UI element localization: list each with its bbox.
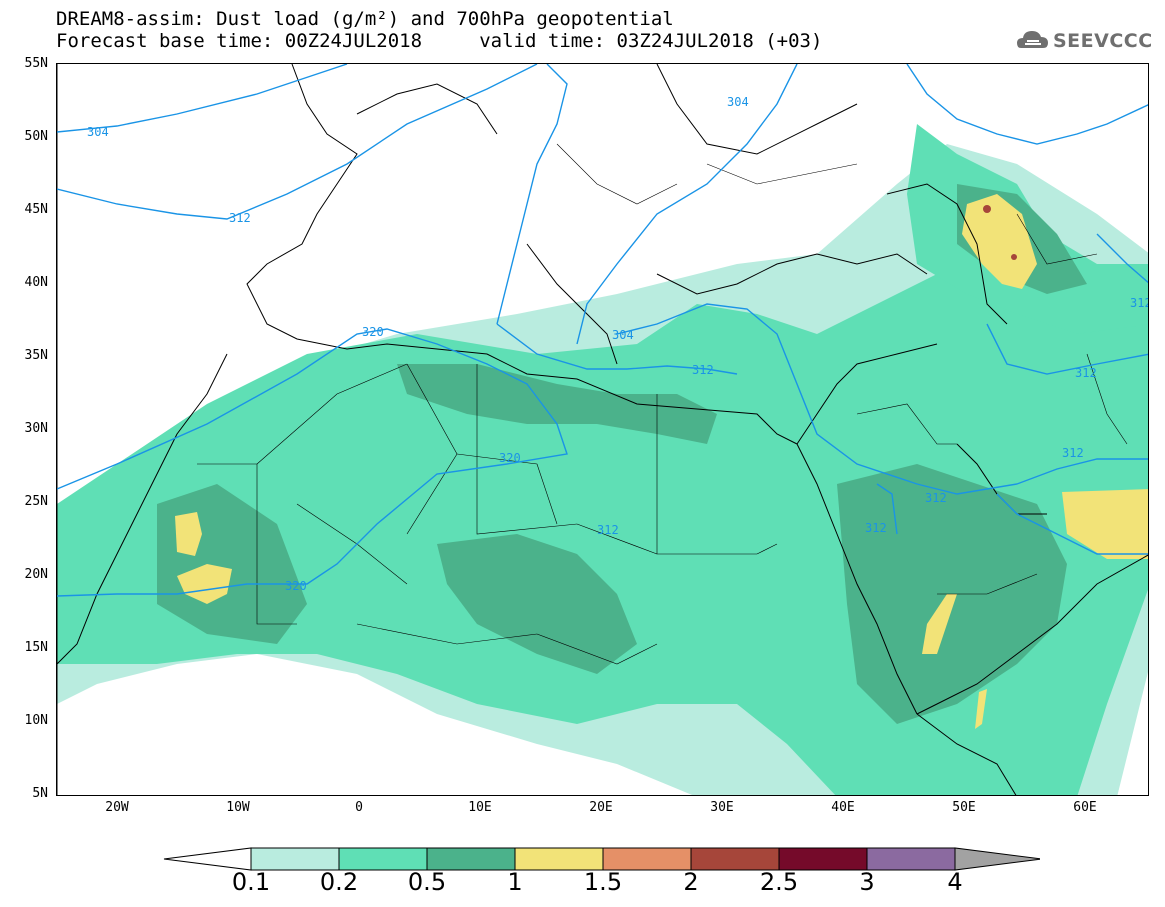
lon-label: 60E <box>1073 800 1097 815</box>
lon-label: 30E <box>710 800 734 815</box>
dust-band-high-6 <box>975 689 987 729</box>
colorbar-label: 0.5 <box>407 868 447 896</box>
contour-label: 312 <box>1130 296 1149 310</box>
colorbar-segment <box>514 847 604 871</box>
dust-band-dark-3 <box>437 534 637 674</box>
colorbar-segment <box>426 847 516 871</box>
contour-label: 312 <box>925 491 947 505</box>
dust-load-map: 304 312 304 312 320 304 312 320 312 312 … <box>56 63 1149 796</box>
dust-peak-2 <box>1011 254 1017 260</box>
contour-label: 320 <box>499 451 521 465</box>
lat-label: 55N <box>24 56 48 71</box>
contour-label: 312 <box>229 211 251 225</box>
dust-band-high-3 <box>1062 489 1148 559</box>
lon-label: 0 <box>355 800 363 815</box>
lat-label: 30N <box>24 421 48 436</box>
contour-label: 312 <box>1062 446 1084 460</box>
lat-label: 40N <box>24 275 48 290</box>
lon-label: 20W <box>105 800 129 815</box>
colorbar <box>163 847 1040 871</box>
map-canvas: 304 312 304 312 320 304 312 320 312 312 … <box>57 64 1149 795</box>
map-title: DREAM8-assim: Dust load (g/m²) and 700hP… <box>56 8 674 30</box>
lon-label: 10W <box>226 800 250 815</box>
colorbar-segment <box>690 847 780 871</box>
lat-label: 25N <box>24 494 48 509</box>
lat-label: 45N <box>24 202 48 217</box>
colorbar-label: 2 <box>683 868 699 896</box>
lon-label: 10E <box>468 800 492 815</box>
contour-label: 312 <box>1075 366 1097 380</box>
colorbar-label: 1 <box>507 868 523 896</box>
lat-label: 50N <box>24 129 48 144</box>
logo-text: SEEVCCC <box>1053 30 1153 52</box>
dust-band-high-5 <box>962 194 1037 289</box>
geopotential-contours <box>57 64 1148 597</box>
dust-peak-1 <box>983 205 991 213</box>
contour-label: 312 <box>865 521 887 535</box>
lon-label: 50E <box>952 800 976 815</box>
colorbar-segment <box>163 847 252 871</box>
contour-label: 320 <box>285 579 307 593</box>
colorbar-label: 0.1 <box>231 868 271 896</box>
lat-label: 20N <box>24 567 48 582</box>
coastlines <box>57 64 1148 795</box>
lon-label: 20E <box>589 800 613 815</box>
colorbar-label: 0.2 <box>319 868 359 896</box>
dust-band-high-1 <box>175 512 202 556</box>
colorbar-label: 3 <box>859 868 875 896</box>
colorbar-label: 4 <box>947 868 963 896</box>
lat-label: 15N <box>24 640 48 655</box>
contour-label: 304 <box>87 125 109 139</box>
colorbar-segment <box>602 847 692 871</box>
colorbar-label: 1.5 <box>583 868 623 896</box>
colorbar-segment <box>778 847 868 871</box>
colorbar-segment <box>250 847 340 871</box>
contour-label: 304 <box>612 328 634 342</box>
lat-label: 5N <box>32 786 48 801</box>
dust-band-high-4 <box>922 594 957 654</box>
contour-label: 312 <box>597 523 619 537</box>
colorbar-segment <box>338 847 428 871</box>
contour-label: 320 <box>362 325 384 339</box>
lon-label: 40E <box>831 800 855 815</box>
map-subtitle: Forecast base time: 00Z24JUL2018 valid t… <box>56 30 823 52</box>
contour-label: 312 <box>692 363 714 377</box>
lat-label: 10N <box>24 713 48 728</box>
colorbar-segment <box>954 847 1040 871</box>
cloud-icon <box>1017 31 1048 48</box>
colorbar-segment <box>866 847 956 871</box>
colorbar-label: 2.5 <box>759 868 799 896</box>
lat-label: 35N <box>24 348 48 363</box>
contour-label: 304 <box>727 95 749 109</box>
dust-band-high-2 <box>177 564 232 604</box>
contour-labels: 304 312 304 312 320 304 312 320 312 312 … <box>87 95 1149 593</box>
